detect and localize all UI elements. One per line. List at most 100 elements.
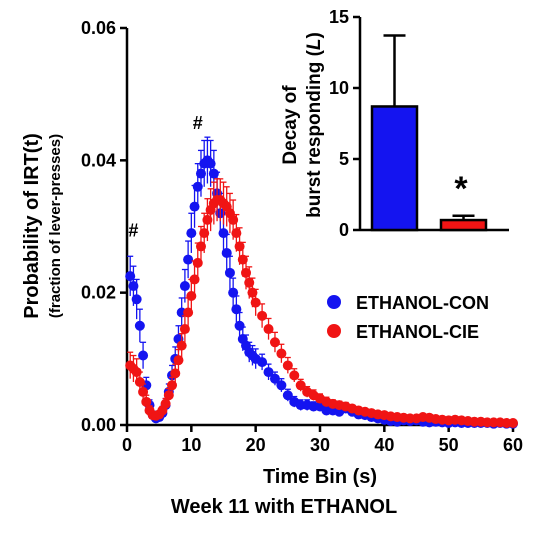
data-point-ethanol-con: [257, 357, 268, 368]
data-point-ethanol-con: [221, 247, 232, 258]
main-x-tick-label: 10: [181, 435, 201, 455]
figure-caption: Week 11 with ETHANOL: [171, 496, 397, 518]
data-point-ethanol-con: [276, 380, 287, 391]
data-point-ethanol-cie: [282, 360, 293, 371]
inset-y-axis-title-main: burst responding (: [304, 49, 325, 218]
data-point-ethanol-cie: [295, 380, 306, 391]
data-point-ethanol-cie: [276, 348, 287, 359]
data-point-ethanol-con: [228, 287, 239, 298]
inset-significance-star: *: [454, 170, 468, 208]
data-point-ethanol-con: [218, 228, 229, 239]
data-point-ethanol-con: [234, 320, 245, 331]
data-point-ethanol-cie: [131, 367, 142, 378]
legend-marker-ethanol-cie: [327, 324, 341, 338]
data-point-ethanol-con: [282, 390, 293, 401]
data-point-ethanol-con: [125, 271, 136, 282]
inset-bar-ethanol-cie: [439, 218, 488, 232]
legend-label-ethanol-con: ETHANOL-CON: [356, 293, 489, 313]
legend: ETHANOL-CON ETHANOL-CIE: [327, 293, 489, 342]
inset-y-tick-label: 15: [329, 7, 349, 27]
main-x-tick-label: 40: [374, 435, 394, 455]
inset-y-axis-title-italic: L: [304, 38, 325, 50]
data-point-ethanol-cie: [179, 324, 190, 335]
main-x-tick-label: 50: [439, 435, 459, 455]
data-point-ethanol-con: [179, 281, 190, 292]
data-point-ethanol-cie: [176, 340, 187, 351]
inset-bars: [370, 34, 488, 232]
data-point-ethanol-cie: [167, 380, 178, 391]
data-point-ethanol-con: [269, 373, 280, 384]
main-x-tick-label: 60: [503, 435, 523, 455]
data-point-ethanol-con: [224, 267, 235, 278]
significance-hash: #: [193, 113, 203, 133]
main-y-tick-label: 0.04: [81, 150, 116, 170]
main-y-axis-title-text: Probability of IRT(t): [21, 133, 43, 319]
data-point-ethanol-cie: [257, 310, 268, 321]
inset-bar-chart: 0 5 10 15 Decay of burst responding (L) *: [280, 7, 509, 240]
data-point-ethanol-cie: [244, 277, 255, 288]
data-point-ethanol-con: [231, 304, 242, 315]
data-point-ethanol-con: [131, 294, 142, 305]
inset-y-axis-title-line2: burst responding (L): [304, 32, 325, 218]
data-point-ethanol-cie: [160, 398, 171, 409]
data-point-ethanol-cie: [195, 241, 206, 252]
data-point-ethanol-cie: [241, 267, 252, 278]
data-point-ethanol-con: [192, 181, 203, 192]
data-point-ethanol-cie: [231, 228, 242, 239]
data-point-ethanol-cie: [228, 214, 239, 225]
main-x-tick-label: 30: [310, 435, 330, 455]
data-point-ethanol-con: [208, 168, 219, 179]
data-point-ethanol-cie: [163, 390, 174, 401]
data-point-ethanol-cie: [170, 368, 181, 379]
legend-label-ethanol-cie: ETHANOL-CIE: [356, 322, 479, 342]
main-y-tick-label: 0.06: [81, 18, 116, 38]
data-point-ethanol-con: [183, 254, 194, 265]
series-ethanol-cie: [125, 178, 518, 429]
inset-y-tick-label: 0: [339, 220, 349, 240]
inset-y-tick-label: 5: [339, 149, 349, 169]
main-y-tick-label: 0.00: [81, 415, 116, 435]
data-point-ethanol-con: [205, 158, 216, 169]
inset-y-tick-label: 10: [329, 78, 349, 98]
data-point-ethanol-cie: [186, 290, 197, 301]
inset-y-axis-title-line1: Decay of: [280, 85, 301, 165]
data-point-ethanol-con: [263, 367, 274, 378]
data-point-ethanol-con: [189, 201, 200, 212]
main-x-axis-title: Time Bin (s): [263, 466, 377, 488]
legend-marker-ethanol-con: [327, 295, 341, 309]
main-x-ticks: 0 10 20 30 40 50 60: [122, 425, 523, 455]
annotations: ##: [128, 113, 202, 240]
main-y-tick-label: 0.02: [81, 283, 116, 303]
data-point-ethanol-cie: [234, 241, 245, 252]
data-point-ethanol-cie: [183, 307, 194, 318]
data-point-ethanol-con: [128, 281, 139, 292]
main-y-axis-subtitle: (fraction of lever-presses): [47, 134, 64, 318]
data-point-ethanol-con: [134, 320, 145, 331]
significance-hash: #: [128, 220, 138, 240]
main-y-axis-title: Probability of IRT(t): [21, 133, 43, 319]
data-point-ethanol-cie: [250, 297, 261, 308]
data-point-ethanol-con: [186, 228, 197, 239]
inset-y-ticks: 0 5 10 15: [329, 7, 360, 240]
data-point-ethanol-con: [195, 168, 206, 179]
data-point-ethanol-cie: [189, 274, 200, 285]
data-point-ethanol-cie: [192, 257, 203, 268]
main-x-tick-label: 20: [246, 435, 266, 455]
data-point-ethanol-cie: [237, 254, 248, 265]
main-x-tick-label: 0: [122, 435, 132, 455]
data-point-ethanol-cie: [289, 370, 300, 381]
data-point-ethanol-cie: [247, 287, 258, 298]
data-point-ethanol-cie: [173, 355, 184, 366]
data-point-ethanol-cie: [263, 324, 274, 335]
data-point-ethanol-cie: [269, 337, 280, 348]
data-point-ethanol-cie: [508, 418, 518, 429]
data-point-ethanol-con: [138, 350, 149, 361]
inset-y-axis-title-close: ): [304, 32, 325, 38]
data-point-ethanol-cie: [202, 214, 213, 225]
main-y-ticks: 0.00 0.02 0.04 0.06: [81, 18, 127, 435]
inset-bar-ethanol-con: [370, 105, 419, 232]
data-point-ethanol-cie: [199, 228, 210, 239]
data-point-ethanol-cie: [141, 396, 152, 407]
